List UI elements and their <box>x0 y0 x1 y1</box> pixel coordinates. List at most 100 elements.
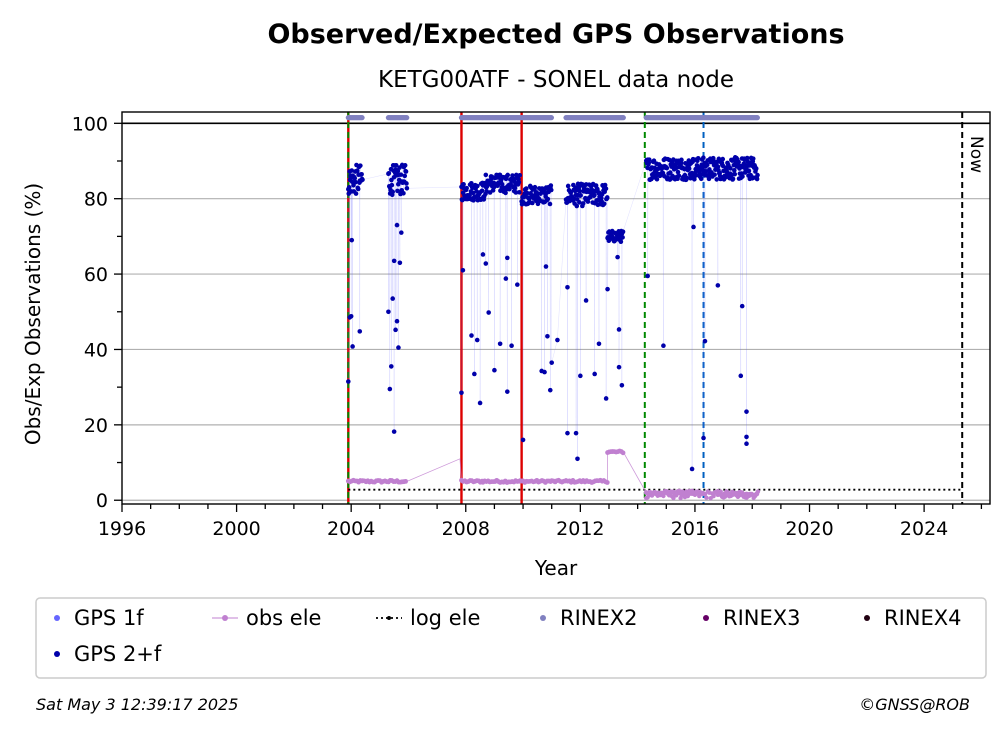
gps2f-point <box>740 174 745 179</box>
gps2f-point <box>704 162 710 168</box>
gps2f-point <box>387 386 393 392</box>
gps2f-point <box>393 162 399 168</box>
obs-ele-point <box>704 495 709 500</box>
footer-timestamp: Sat May 3 12:39:17 2025 <box>36 695 238 714</box>
plot-area: Now 1996 2000 2004 2008 2012 2016 2020 2024 0 20 40… <box>72 111 991 540</box>
gps2f-point <box>750 156 756 161</box>
legend-marker-rinex2 <box>540 615 546 621</box>
gps2f-point <box>646 157 652 162</box>
gps2f-point <box>520 437 526 443</box>
gps2f-point <box>505 172 511 178</box>
gps2f-point <box>516 179 522 185</box>
gps2f-point <box>357 329 363 334</box>
gps2f-point <box>499 181 505 187</box>
gps2f-point <box>389 182 395 188</box>
gps2f-point <box>459 390 464 396</box>
gps2f-point <box>603 186 609 191</box>
obs-ele-point <box>604 480 610 485</box>
gps2f-point <box>739 303 745 309</box>
gps2f-point <box>565 284 570 290</box>
gps2f-point <box>620 235 625 240</box>
gps2f-point <box>577 188 583 194</box>
y-tick-label: 20 <box>84 415 108 437</box>
gps2f-point <box>469 333 474 338</box>
gps2f-point <box>755 172 760 178</box>
x-tick-label: 2020 <box>785 518 833 540</box>
obs-ele-point <box>740 490 745 495</box>
gps2f-point <box>505 389 510 394</box>
x-tick-label: 2000 <box>212 518 260 540</box>
legend-label-rinex2: RINEX2 <box>560 606 638 630</box>
obs-ele-point <box>674 493 679 498</box>
gps2f-point <box>675 169 681 175</box>
gps2f-point <box>668 170 673 175</box>
gps2f-point <box>605 286 610 292</box>
gps2f-point <box>359 171 364 177</box>
gps2f-point <box>565 183 571 189</box>
gps2f-point <box>547 201 553 207</box>
x-tick-label: 2008 <box>442 518 490 540</box>
gps2f-point <box>698 176 704 182</box>
gps2f-point <box>348 313 354 319</box>
legend-marker-dot <box>387 616 391 620</box>
gps2f-point <box>744 409 749 414</box>
gps2f-point <box>505 255 510 261</box>
x-tick-label: 2024 <box>900 518 948 540</box>
gps2f-point <box>577 200 582 205</box>
gps2f-point <box>517 173 523 178</box>
obs-ele-point <box>685 493 690 499</box>
gps2f-point <box>508 181 514 187</box>
gps2f-point <box>360 177 365 183</box>
gps2f-point <box>390 189 396 195</box>
gps2f-point <box>393 327 398 333</box>
gps2f-point <box>573 430 579 436</box>
gps2f-point <box>391 258 397 264</box>
gps2f-point <box>358 163 363 168</box>
gps2f-point <box>686 166 692 171</box>
gps2f-point <box>346 379 351 384</box>
obs-ele-point <box>661 493 666 499</box>
gps2f-point <box>714 177 720 182</box>
gps2f-point <box>464 185 469 191</box>
gps2f-point <box>477 400 483 406</box>
obs-ele-point <box>735 494 741 500</box>
obs-ele-point <box>403 478 409 484</box>
gps2f-point <box>350 344 355 349</box>
gps2f-point <box>355 186 361 192</box>
gps2f-point <box>548 183 554 188</box>
gps2f-point <box>517 189 522 195</box>
gps2f-point <box>403 169 409 174</box>
y-tick-label: 100 <box>72 113 108 135</box>
gps2f-point <box>394 318 400 324</box>
gps2f-point <box>460 268 466 273</box>
gps2f-point <box>689 466 695 472</box>
gps2f-point <box>738 373 744 379</box>
chart-subtitle: KETG00ATF - SONEL data node <box>378 67 734 93</box>
gps2f-point <box>703 168 709 174</box>
obs-ele-point <box>755 489 761 494</box>
gps2f-point <box>712 172 717 177</box>
gps2f-point <box>475 183 480 189</box>
gps2f-point <box>353 191 359 196</box>
gps2f-point <box>645 273 650 279</box>
gps2f-point <box>524 190 530 196</box>
gps2f-point <box>592 192 597 198</box>
gps2f-point <box>616 327 622 332</box>
gps2f-point <box>395 188 400 194</box>
gps2f-point <box>512 185 518 191</box>
gps2f-point <box>352 175 358 181</box>
gps2f-point <box>346 185 352 190</box>
gps2f-point <box>395 168 401 174</box>
rinex2-point <box>404 115 410 121</box>
gps2f-point <box>601 201 607 207</box>
gps2f-point <box>580 201 586 206</box>
gps2f-point <box>530 200 535 206</box>
gps2f-point <box>732 171 738 177</box>
gps2f-point <box>515 282 520 287</box>
gps2f-point <box>732 168 737 173</box>
x-tick-label: 2012 <box>556 518 604 540</box>
gps2f-point <box>542 369 547 375</box>
gps2f-point <box>701 435 706 441</box>
plot-frame <box>121 111 991 505</box>
